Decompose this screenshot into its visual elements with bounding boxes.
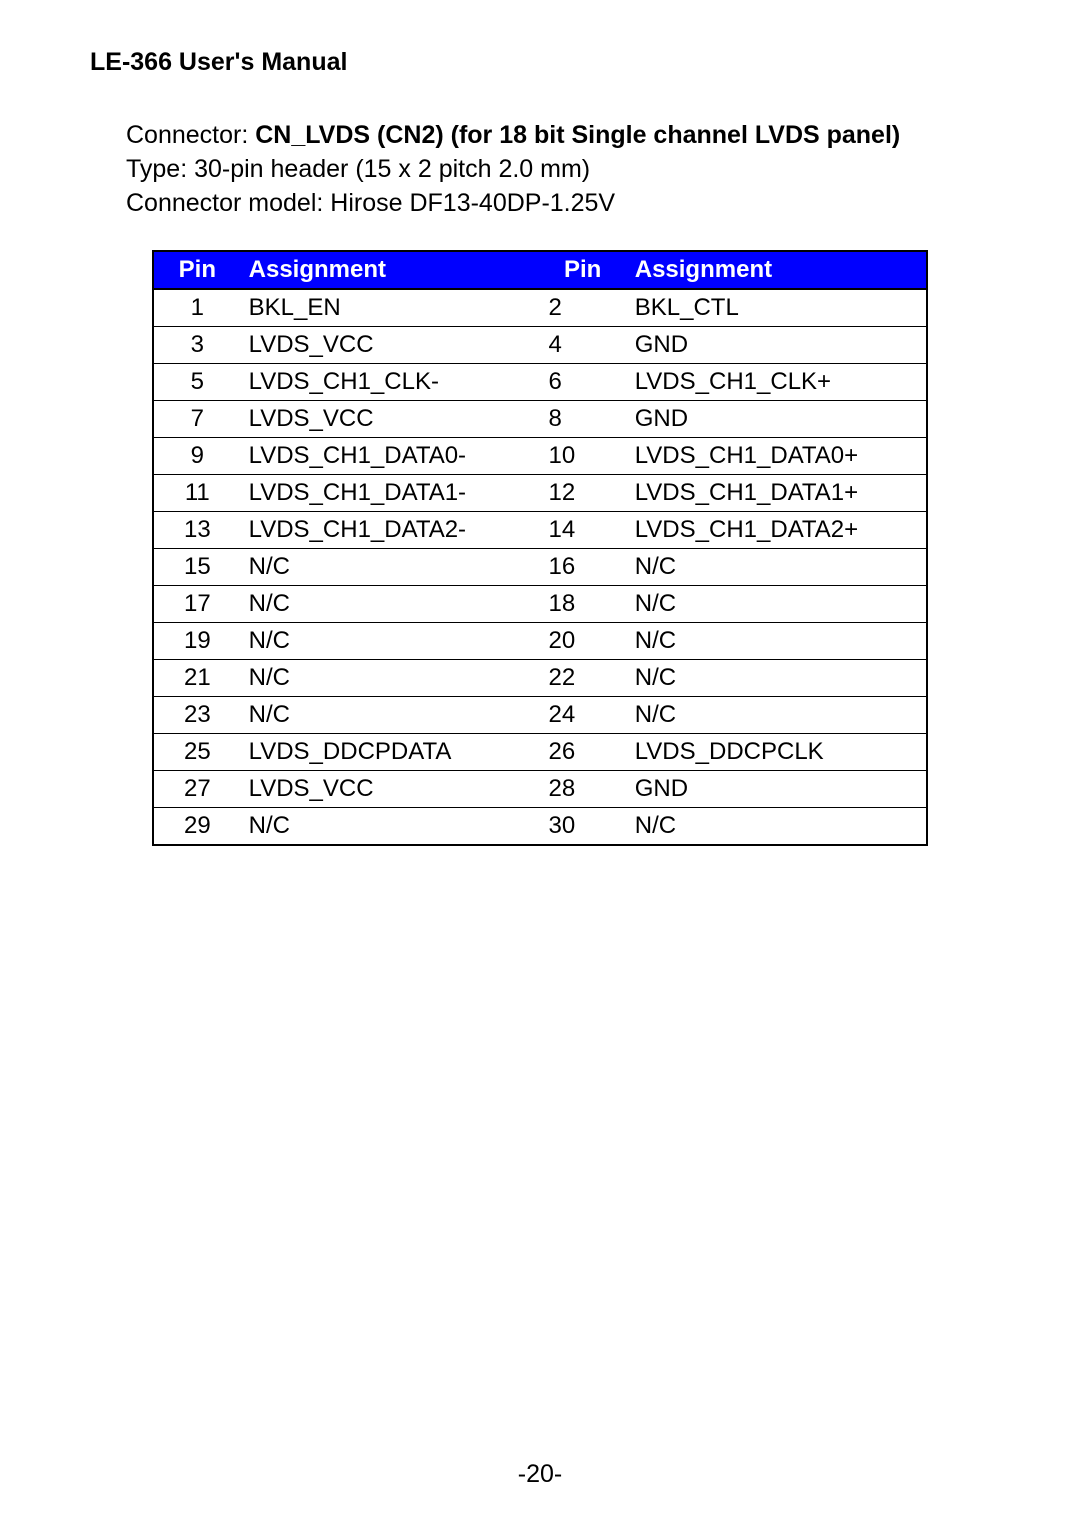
pin-assignment: N/C [241,549,539,586]
table-row: 1BKL_EN2BKL_CTL [153,289,927,327]
pin-number: 6 [539,364,627,401]
pin-number: 23 [153,697,241,734]
col-pin-2: Pin [539,251,627,289]
pin-number: 30 [539,808,627,846]
pin-number: 7 [153,401,241,438]
pin-assignment: LVDS_CH1_DATA2- [241,512,539,549]
page-content: LE-366 User's Manual Connector: CN_LVDS … [0,0,1080,846]
pin-number: 12 [539,475,627,512]
pin-number: 13 [153,512,241,549]
table-row: 29N/C30N/C [153,808,927,846]
pin-number: 21 [153,660,241,697]
connector-name: CN_LVDS (CN2) (for 18 bit Single channel… [255,121,900,149]
pin-number: 8 [539,401,627,438]
pin-number: 1 [153,289,241,327]
table-row: 27LVDS_VCC28GND [153,771,927,808]
table-row: 11LVDS_CH1_DATA1-12LVDS_CH1_DATA1+ [153,475,927,512]
table-row: 3LVDS_VCC4GND [153,327,927,364]
pin-number: 19 [153,623,241,660]
document-title: LE-366 User's Manual [90,48,990,77]
pin-assignment: BKL_EN [241,289,539,327]
pin-number: 5 [153,364,241,401]
pin-assignment: LVDS_VCC [241,401,539,438]
pin-assignment: LVDS_VCC [241,327,539,364]
pin-number: 28 [539,771,627,808]
connector-description: Connector: CN_LVDS (CN2) (for 18 bit Sin… [126,119,990,220]
pin-assignment: N/C [627,697,927,734]
pin-number: 17 [153,586,241,623]
col-assign-1: Assignment [241,251,539,289]
pin-assignment: N/C [627,586,927,623]
pin-assignment: N/C [241,660,539,697]
pin-assignment: GND [627,327,927,364]
pin-assignment: LVDS_VCC [241,771,539,808]
pin-assignment: LVDS_CH1_DATA2+ [627,512,927,549]
pin-number: 27 [153,771,241,808]
pin-assignment: N/C [627,549,927,586]
pin-assignment: N/C [627,623,927,660]
pin-assignment: N/C [241,697,539,734]
pin-assignment: GND [627,401,927,438]
table-row: 15N/C16N/C [153,549,927,586]
pin-assignment: LVDS_CH1_CLK+ [627,364,927,401]
pin-assignment: GND [627,771,927,808]
pin-assignment: N/C [241,623,539,660]
pin-assignment: LVDS_CH1_DATA0- [241,438,539,475]
pin-number: 9 [153,438,241,475]
pin-assignment: N/C [241,808,539,846]
table-row: 23N/C24N/C [153,697,927,734]
pin-assignment: N/C [627,808,927,846]
pin-number: 15 [153,549,241,586]
table-row: 9LVDS_CH1_DATA0-10LVDS_CH1_DATA0+ [153,438,927,475]
connector-label: Connector: [126,121,255,149]
pin-assignment: LVDS_CH1_DATA1+ [627,475,927,512]
pin-number: 2 [539,289,627,327]
pin-number: 25 [153,734,241,771]
page-number: -20- [0,1460,1080,1489]
pin-number: 11 [153,475,241,512]
pin-number: 10 [539,438,627,475]
table-row: 21N/C22N/C [153,660,927,697]
pin-assignment: LVDS_DDCPCLK [627,734,927,771]
pin-number: 29 [153,808,241,846]
pin-number: 24 [539,697,627,734]
connector-model: Connector model: Hirose DF13-40DP-1.25V [126,189,615,217]
pin-number: 22 [539,660,627,697]
pin-number: 16 [539,549,627,586]
table-header-row: Pin Assignment Pin Assignment [153,251,927,289]
table-body: 1BKL_EN2BKL_CTL3LVDS_VCC4GND5LVDS_CH1_CL… [153,289,927,845]
col-pin-1: Pin [153,251,241,289]
pin-assignment: LVDS_DDCPDATA [241,734,539,771]
pin-assignment: LVDS_CH1_CLK- [241,364,539,401]
pin-number: 4 [539,327,627,364]
pin-number: 14 [539,512,627,549]
pin-number: 3 [153,327,241,364]
pin-assignment: N/C [627,660,927,697]
pin-assignment: N/C [241,586,539,623]
pin-number: 18 [539,586,627,623]
connector-type: Type: 30-pin header (15 x 2 pitch 2.0 mm… [126,155,590,183]
pin-assignment: LVDS_CH1_DATA1- [241,475,539,512]
table-row: 5LVDS_CH1_CLK-6LVDS_CH1_CLK+ [153,364,927,401]
pin-assignment-table: Pin Assignment Pin Assignment 1BKL_EN2BK… [152,250,928,846]
table-row: 25LVDS_DDCPDATA26LVDS_DDCPCLK [153,734,927,771]
pin-number: 26 [539,734,627,771]
table-row: 7LVDS_VCC8GND [153,401,927,438]
col-assign-2: Assignment [627,251,927,289]
pin-assignment: BKL_CTL [627,289,927,327]
pin-number: 20 [539,623,627,660]
table-row: 19N/C20N/C [153,623,927,660]
table-row: 13LVDS_CH1_DATA2-14LVDS_CH1_DATA2+ [153,512,927,549]
pin-assignment: LVDS_CH1_DATA0+ [627,438,927,475]
table-row: 17N/C18N/C [153,586,927,623]
